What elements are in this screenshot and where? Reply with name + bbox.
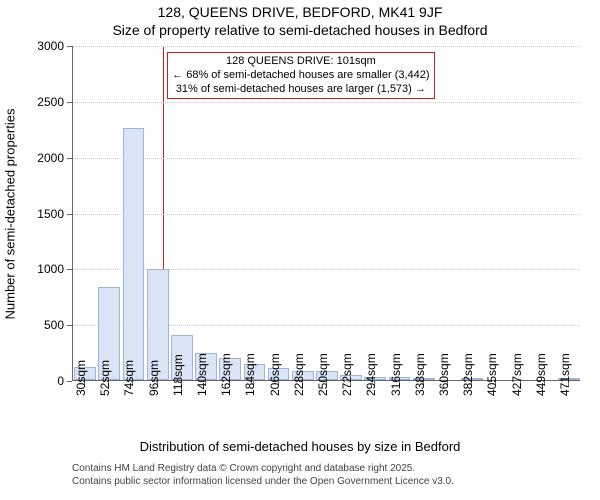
y-tick-mark (67, 325, 72, 326)
y-tick-label: 2000 (37, 151, 64, 165)
gridline (73, 46, 580, 47)
gridline (73, 214, 580, 215)
chart-title-line1: 128, QUEENS DRIVE, BEDFORD, MK41 9JF (0, 4, 600, 20)
y-tick-mark (67, 158, 72, 159)
y-axis-label: Number of semi-detached properties (3, 108, 18, 319)
annotation-line3: 31% of semi-detached houses are larger (… (172, 83, 429, 97)
annotation-line2: ← 68% of semi-detached houses are smalle… (172, 69, 429, 83)
footer-line2: Contains public sector information licen… (72, 476, 454, 489)
chart-title-line2: Size of property relative to semi-detach… (0, 22, 600, 38)
y-tick-label: 3000 (37, 39, 64, 53)
x-axis-label: Distribution of semi-detached houses by … (0, 439, 600, 454)
y-tick-mark (67, 102, 72, 103)
gridline (73, 102, 580, 103)
y-tick-mark (67, 381, 72, 382)
histogram-bar (123, 128, 145, 380)
y-tick-mark (67, 214, 72, 215)
y-tick-label: 2500 (37, 95, 64, 109)
y-tick-label: 500 (44, 318, 64, 332)
y-tick-label: 1500 (37, 207, 64, 221)
gridline (73, 158, 580, 159)
y-tick-label: 0 (57, 374, 64, 388)
y-tick-mark (67, 46, 72, 47)
histogram-plot-area: 128 QUEENS DRIVE: 101sqm ← 68% of semi-d… (72, 46, 580, 381)
footer-attribution: Contains HM Land Registry data © Crown c… (72, 463, 454, 488)
y-tick-mark (67, 269, 72, 270)
annotation-callout: 128 QUEENS DRIVE: 101sqm ← 68% of semi-d… (167, 52, 434, 99)
y-tick-label: 1000 (37, 262, 64, 276)
annotation-line1: 128 QUEENS DRIVE: 101sqm (172, 55, 429, 69)
footer-line1: Contains HM Land Registry data © Crown c… (72, 463, 454, 476)
